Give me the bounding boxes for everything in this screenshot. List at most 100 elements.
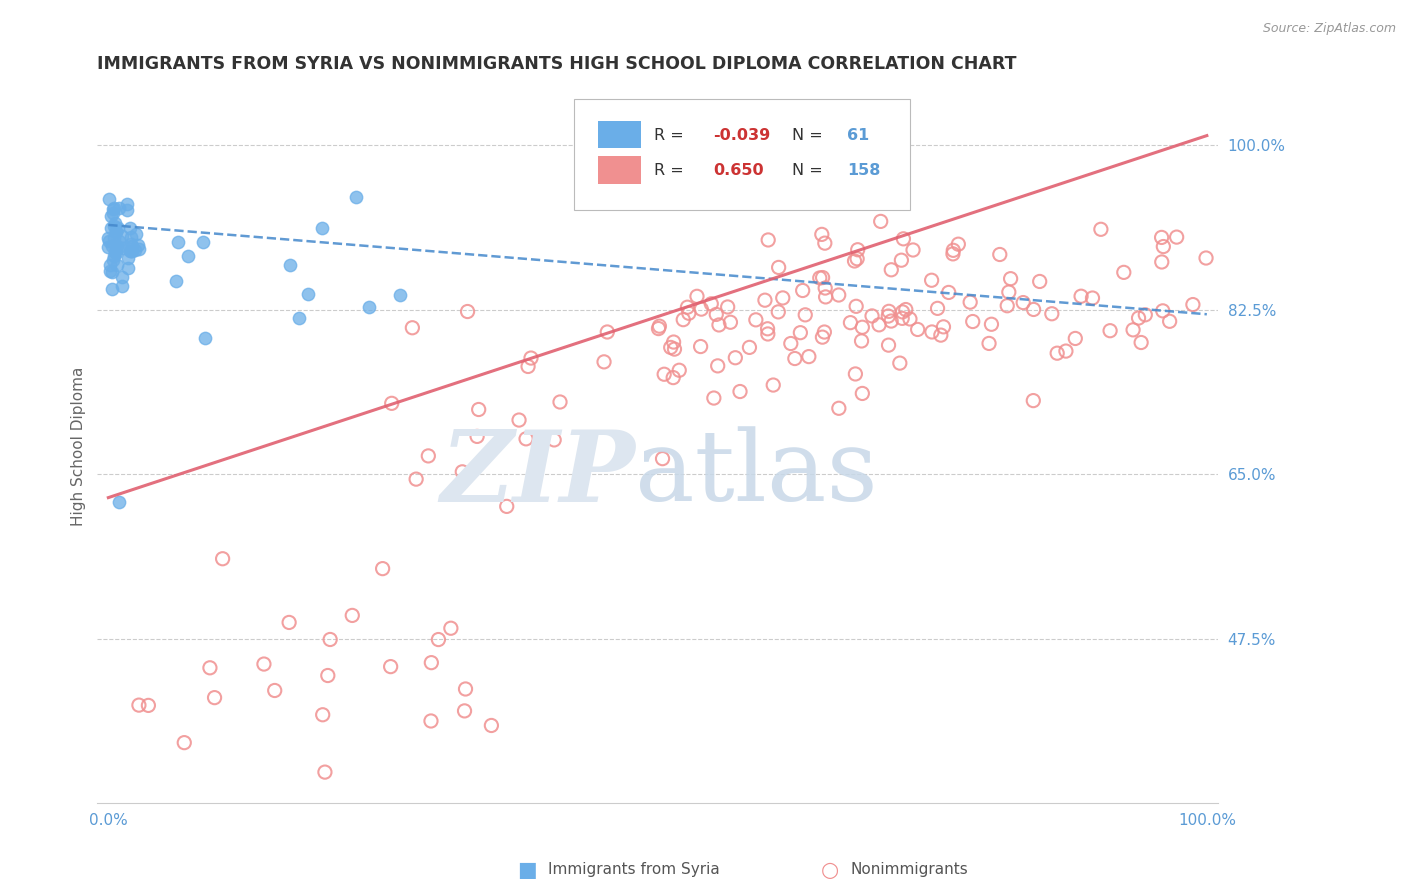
Point [1081, 291, 1104, 305]
Point [901, 243, 924, 257]
Point [921, 325, 943, 339]
Point [717, 300, 740, 314]
Point [1166, 230, 1188, 244]
Point [745, 313, 768, 327]
Point [127, 238, 149, 252]
Point [121, 244, 143, 258]
Point [120, 230, 142, 244]
Point [288, 310, 311, 325]
Point [672, 312, 695, 326]
Point [117, 261, 139, 276]
Point [381, 396, 404, 410]
Point [813, 325, 835, 339]
Point [1054, 344, 1077, 359]
Point [111, 270, 134, 285]
Point [405, 472, 427, 486]
Point [103, 249, 125, 263]
Point [1090, 222, 1112, 236]
Point [880, 262, 903, 277]
Point [962, 314, 984, 328]
Point [860, 309, 883, 323]
Point [814, 281, 837, 295]
Point [107, 241, 129, 255]
Point [311, 221, 333, 235]
Point [891, 305, 914, 319]
Point [932, 319, 955, 334]
Point [738, 340, 761, 354]
Point [706, 359, 728, 373]
Point [851, 386, 873, 401]
Point [520, 351, 543, 365]
Point [1064, 331, 1087, 345]
Point [756, 326, 779, 341]
Point [100, 209, 122, 223]
Point [1135, 308, 1157, 322]
Point [418, 449, 440, 463]
Point [868, 318, 890, 332]
Point [101, 206, 124, 220]
Point [98, 264, 121, 278]
Point [198, 661, 221, 675]
Text: atlas: atlas [636, 426, 877, 523]
Point [988, 247, 1011, 261]
Point [1195, 251, 1218, 265]
Text: Immigrants from Syria: Immigrants from Syria [548, 863, 720, 877]
Point [756, 322, 779, 336]
Point [104, 245, 127, 260]
Point [814, 236, 837, 251]
Point [420, 714, 443, 728]
Point [703, 391, 725, 405]
Point [194, 331, 217, 345]
Point [1122, 323, 1144, 337]
Bar [598, 120, 641, 148]
FancyBboxPatch shape [574, 99, 910, 211]
Text: 0.650: 0.650 [714, 163, 765, 178]
Point [166, 235, 188, 250]
Point [451, 465, 474, 479]
Point [1012, 295, 1035, 310]
Point [828, 401, 851, 416]
Point [103, 219, 125, 234]
Point [921, 273, 943, 287]
Point [980, 318, 1002, 332]
Point [121, 238, 143, 252]
Point [814, 290, 837, 304]
Point [880, 314, 903, 328]
Point [1099, 324, 1122, 338]
Point [104, 224, 127, 238]
Point [1022, 393, 1045, 408]
Point [977, 336, 1000, 351]
Point [112, 241, 135, 255]
Point [844, 254, 866, 268]
Point [517, 359, 540, 374]
Point [312, 707, 335, 722]
Point [1130, 335, 1153, 350]
Text: Source: ZipAtlas.com: Source: ZipAtlas.com [1263, 22, 1396, 36]
Point [689, 339, 711, 353]
Point [357, 301, 380, 315]
Point [479, 718, 502, 732]
Point [828, 288, 851, 302]
Point [278, 258, 301, 272]
Point [124, 227, 146, 241]
Point [959, 295, 981, 310]
Point [314, 765, 336, 780]
Point [783, 351, 806, 366]
Point [724, 351, 747, 365]
Point [593, 355, 616, 369]
Text: 158: 158 [846, 163, 880, 178]
Point [120, 244, 142, 258]
Point [596, 325, 619, 339]
Point [191, 235, 214, 249]
Point [420, 656, 443, 670]
Point [253, 657, 276, 671]
Text: R =: R = [654, 128, 683, 143]
Point [700, 297, 723, 311]
Point [103, 202, 125, 216]
Point [120, 221, 142, 235]
Y-axis label: High School Diploma: High School Diploma [72, 367, 86, 525]
Point [427, 632, 450, 647]
Point [117, 202, 139, 217]
Point [927, 301, 949, 316]
Point [768, 305, 790, 319]
